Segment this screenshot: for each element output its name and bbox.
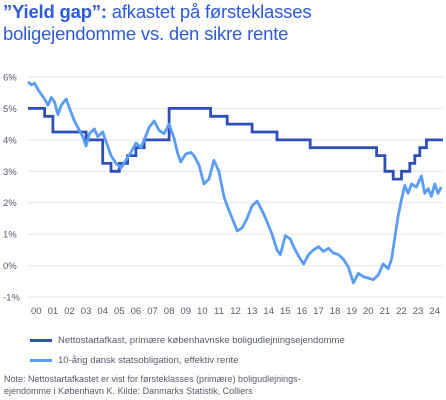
y-tick-label: -1%: [3, 293, 20, 304]
x-tick-label: 17: [313, 306, 324, 317]
x-tick-label: 03: [81, 306, 92, 317]
title-rest-part: afkastet på førsteklasses: [106, 1, 312, 22]
x-tick-label: 08: [164, 306, 175, 317]
x-tick-label: 01: [48, 306, 59, 317]
grid-lines: [28, 76, 443, 298]
y-tick-label: 0%: [3, 261, 17, 272]
source-note: Note: Nettostartafkastet er vist for før…: [4, 374, 424, 397]
y-tick-label: 4%: [3, 135, 17, 146]
x-tick-label: 10: [197, 306, 208, 317]
legend-swatch-yield: [30, 338, 52, 342]
y-tick-label: 1%: [3, 230, 17, 241]
x-tick-label: 18: [330, 306, 341, 317]
x-tick-label: 09: [180, 306, 191, 317]
x-tick-label: 00: [31, 306, 42, 317]
legend-item-yield: Nettostartafkast, primære københavnske b…: [30, 330, 345, 350]
y-axis-ticks: -1% 0% 1% 2% 3% 4% 5% 6%: [3, 73, 20, 304]
y-tick-label: 2%: [3, 198, 17, 209]
line-chart: -1% 0% 1% 2% 3% 4% 5% 6% 00 01 02 03 04 05 06 07 08 09 10…: [3, 73, 443, 317]
y-tick-label: 5%: [3, 104, 17, 115]
note-line-2: ejendomme i København K. Kilde: Danmarks…: [4, 385, 253, 396]
x-tick-label: 11: [214, 306, 224, 317]
x-tick-label: 24: [429, 306, 440, 317]
x-tick-label: 12: [230, 306, 241, 317]
x-tick-label: 16: [297, 306, 308, 317]
x-tick-label: 23: [413, 306, 424, 317]
x-tick-label: 13: [247, 306, 258, 317]
chart-title: ”Yield gap”: afkastet på førsteklasses b…: [3, 1, 443, 45]
legend-item-bond: 10-årig dansk statsobligation, effektiv …: [30, 350, 345, 370]
x-tick-label: 04: [97, 306, 108, 317]
title-second-line: boligejendomme vs. den sikre rente: [3, 23, 289, 44]
x-tick-label: 07: [147, 306, 158, 317]
x-tick-label: 05: [114, 306, 125, 317]
x-tick-label: 14: [263, 306, 274, 317]
x-tick-label: 19: [346, 306, 357, 317]
legend-label-bond: 10-årig dansk statsobligation, effektiv …: [58, 354, 239, 366]
x-tick-label: 21: [380, 306, 391, 317]
x-tick-label: 20: [363, 306, 374, 317]
x-tick-label: 15: [280, 306, 291, 317]
series-line-yield: [28, 107, 443, 181]
title-bold-part: ”Yield gap”:: [3, 1, 107, 22]
y-tick-label: 6%: [3, 73, 17, 84]
x-axis-ticks: 00 01 02 03 04 05 06 07 08 09 10 11 12 13 14 15 16 17 18 19…: [31, 306, 440, 317]
legend-swatch-bond: [30, 358, 52, 362]
x-tick-label: 02: [64, 306, 75, 317]
note-line-1: Note: Nettostartafkastet er vist for før…: [4, 374, 301, 384]
chart-legend: Nettostartafkast, primære københavnske b…: [30, 330, 345, 370]
x-tick-label: 06: [131, 306, 142, 317]
y-tick-label: 3%: [3, 167, 17, 178]
legend-label-yield: Nettostartafkast, primære københavnske b…: [58, 334, 345, 346]
x-tick-label: 22: [396, 306, 407, 317]
series-lines: [27, 80, 443, 285]
series-line-bond: [27, 80, 443, 285]
